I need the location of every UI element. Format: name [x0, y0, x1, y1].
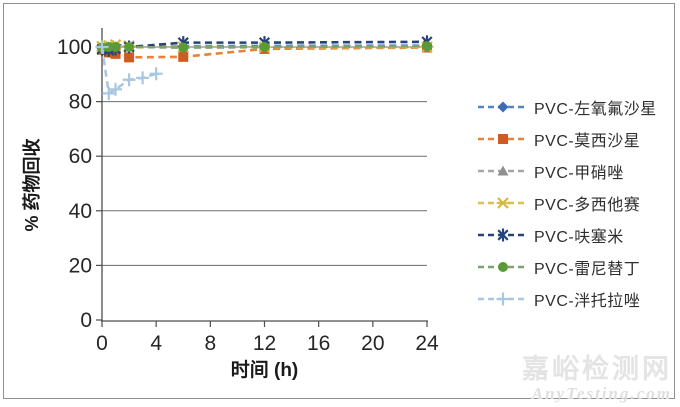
legend-label: PVC-雷尼替丁: [534, 261, 641, 278]
x-tick-label: 20: [361, 332, 384, 355]
legend-label: PVC-多西他赛: [534, 197, 641, 214]
axes: [101, 28, 428, 322]
triangle-marker: [497, 165, 509, 176]
figure-border: [3, 3, 675, 399]
square-marker: [124, 52, 135, 63]
x-tick-label: 24: [415, 332, 439, 355]
plus-marker: [136, 71, 150, 85]
legend-label: PVC-泮托拉唑: [534, 293, 641, 310]
plus-legend-icon: [478, 292, 528, 306]
series-PVC-雷尼替丁: [97, 41, 432, 53]
x-tick-label: 16: [307, 332, 330, 355]
x-tick-label: 0: [96, 332, 108, 355]
plus-marker: [102, 86, 116, 100]
legend-item: PVC-呋塞米: [477, 219, 657, 251]
circle-marker: [178, 42, 189, 53]
y-tick-label: 20: [69, 254, 92, 277]
y-tick-label: 60: [69, 145, 92, 168]
diamond-marker: [497, 101, 509, 113]
chart-legend: PVC-左氧氟沙星 PVC-莫西沙星 PVC-甲硝唑 PVC-多西他赛 PVC-呋塞米 P…: [477, 91, 657, 315]
plus-marker: [149, 67, 163, 81]
circle-legend-icon: [478, 262, 528, 272]
tick-labels: 0 20 40 60 80 100 0 4 8 12 16 20 24: [57, 36, 439, 355]
legend-item: PVC-泮托拉唑: [477, 283, 657, 315]
y-tick-label: 100: [57, 36, 92, 59]
legend-label: PVC-呋塞米: [534, 229, 624, 246]
circle-marker: [110, 42, 121, 52]
plus-marker: [109, 82, 123, 96]
y-axis-title: % 药物回收: [21, 138, 42, 231]
asterisk-legend-icon: [478, 228, 528, 242]
plus-marker: [496, 292, 510, 306]
gridlines: [102, 46, 427, 266]
legend-item: PVC-多西他赛: [477, 187, 657, 219]
legend-item: PVC-甲硝唑: [477, 155, 657, 187]
legend-label: PVC-甲硝唑: [534, 165, 624, 182]
x-tick-label: 4: [150, 332, 162, 355]
circle-marker: [498, 262, 508, 272]
legend-label: PVC-左氧氟沙星: [534, 101, 657, 118]
square-marker: [178, 51, 189, 62]
triangle-legend-icon: [478, 165, 528, 176]
y-tick-label: 40: [69, 200, 92, 223]
plus-marker: [122, 73, 136, 87]
y-tick-label: 0: [80, 309, 92, 332]
legend-item: PVC-莫西沙星: [477, 123, 657, 155]
plus-marker: [95, 40, 109, 54]
x-tick-label: 8: [204, 332, 216, 355]
circle-marker: [259, 42, 270, 52]
x-tick-label: 12: [253, 332, 276, 355]
circle-marker: [422, 41, 432, 52]
y-tick-label: 80: [69, 91, 92, 114]
xstar-marker: [496, 197, 510, 209]
legend-label: PVC-莫西沙星: [534, 133, 641, 150]
series-PVC-泮托拉唑: [95, 40, 163, 100]
legend-item: PVC-雷尼替丁: [477, 251, 657, 283]
square-marker: [498, 134, 508, 144]
diamond-legend-icon: [478, 101, 528, 113]
legend-item: PVC-左氧氟沙星: [477, 91, 657, 123]
circle-marker: [124, 42, 135, 52]
x-axis-title: 时间 (h): [231, 359, 299, 381]
xstar-legend-icon: [478, 197, 528, 209]
asterisk-marker: [497, 228, 509, 242]
square-legend-icon: [478, 134, 528, 144]
